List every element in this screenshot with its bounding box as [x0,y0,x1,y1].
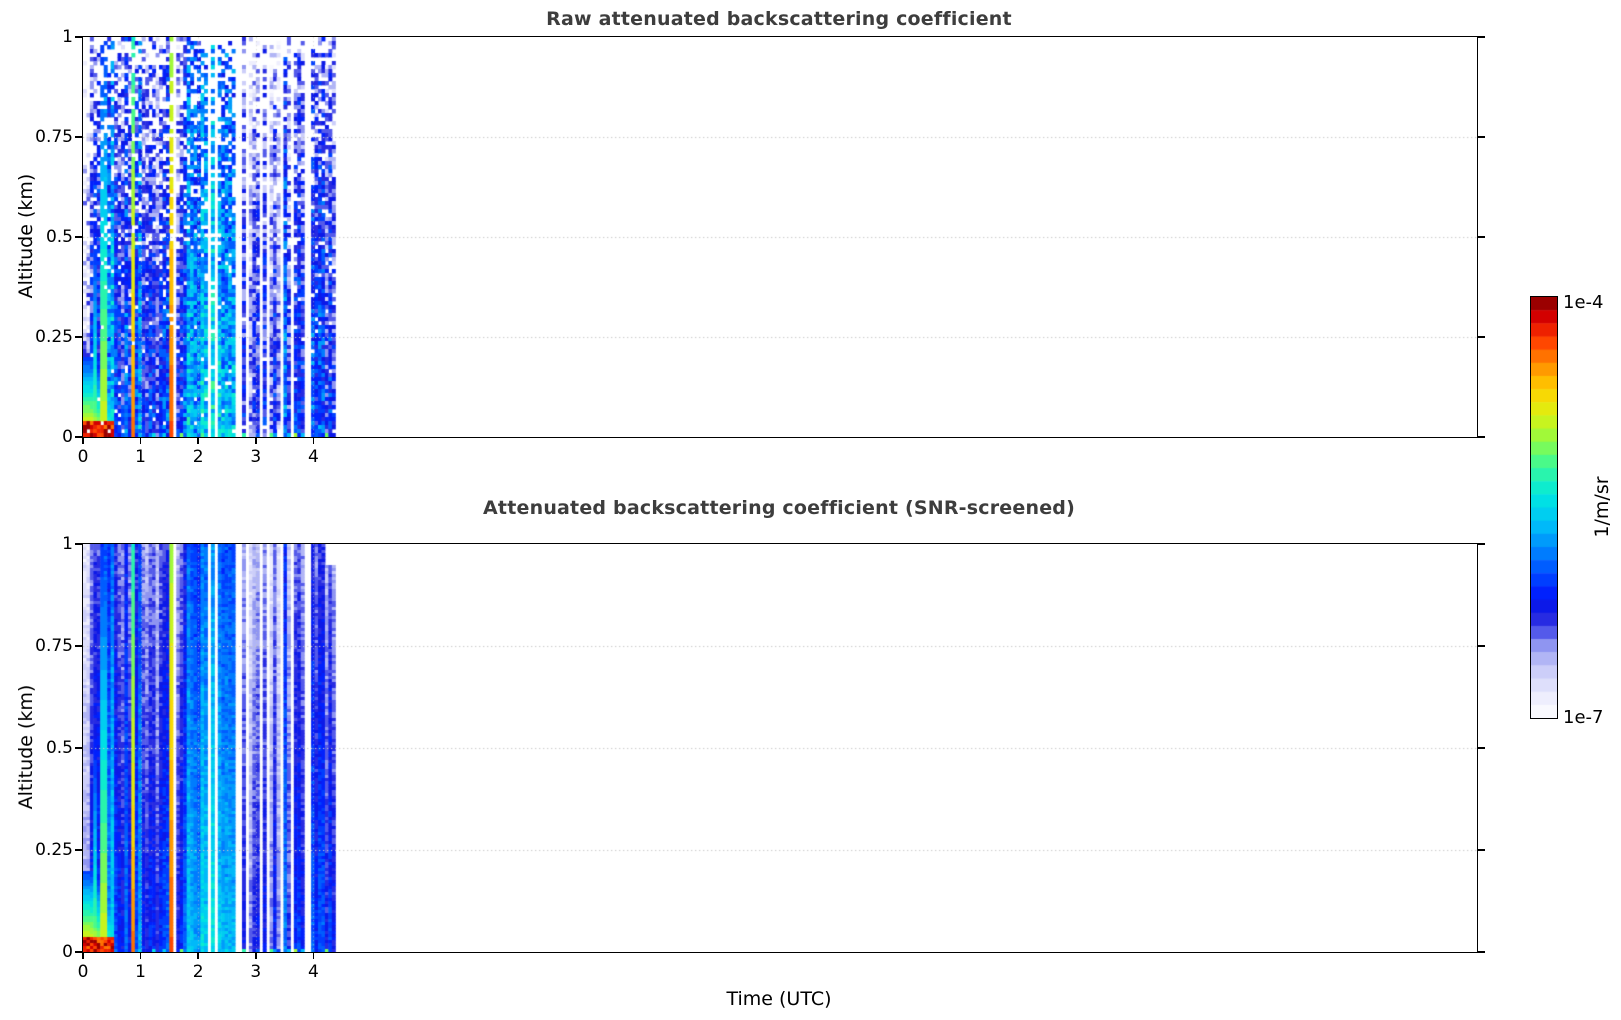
screened-panel-plot-area: 0 1 2 3 4 0 0.25 0.5 0.75 1 [35,534,1485,982]
x-tick-label: 1 [135,447,146,467]
y-tick-mark-left [75,336,83,338]
y-tick-label: 0.25 [35,327,73,347]
x-tick-label: 3 [250,447,262,467]
y-tick-mark-left [75,543,83,545]
x-tick-mark [255,952,257,959]
y-tick-label: 1 [62,27,73,47]
x-tick-mark [139,437,142,444]
x-tick-label: 4 [307,962,319,982]
x-tick-label: 4 [307,447,319,467]
y-tick-mark-right [1477,849,1485,851]
y-tick-mark-left [75,236,83,238]
raw-y-axis-label: Altitude (km) [15,173,37,299]
x-tick-mark [312,437,315,444]
x-tick-mark [197,437,199,444]
y-tick-mark-right [1477,136,1485,138]
x-tick-label: 2 [192,447,204,467]
screened-heatmap-canvas [83,544,1477,952]
x-axis-label: Time (UTC) [726,988,832,1010]
x-tick-label: 3 [250,962,262,982]
colorbar-gradient-canvas [1531,297,1557,718]
raw-panel-plot-area: 0 1 2 3 4 0 0.25 0.5 0.75 1 [35,27,1485,467]
y-tick-mark-right [1477,236,1485,238]
x-tick-label: 2 [192,962,204,982]
y-tick-mark-right [1477,436,1485,438]
screened-panel-title: Attenuated backscattering coefficient (S… [483,497,1075,519]
y-tick-mark-left [75,136,83,138]
y-tick-label: 0.25 [35,840,73,860]
y-tick-label: 0.75 [35,127,73,147]
y-tick-mark-right [1477,36,1485,38]
x-tick-mark [139,952,142,959]
y-tick-label: 0 [62,942,73,962]
x-tick-mark [255,437,257,444]
y-tick-label: 0.5 [45,227,73,247]
y-tick-label: 1 [62,534,73,554]
y-tick-mark-left [75,436,83,438]
x-tick-mark [82,437,84,444]
y-tick-mark-left [75,36,83,38]
y-tick-mark-left [75,645,83,647]
y-tick-label: 0.75 [35,636,73,656]
screened-y-axis-label: Altitude (km) [15,684,37,810]
y-tick-mark-right [1477,336,1485,338]
y-tick-mark-left [75,747,83,749]
y-tick-label: 0 [62,427,73,447]
x-tick-label: 0 [77,962,89,982]
colorbar-min-label: 1e-7 [1563,707,1604,728]
raw-heatmap-canvas [83,37,1477,437]
y-tick-mark-left [75,951,83,953]
y-tick-label: 0.5 [45,738,73,758]
colorbar-unit-label: 1/m/sr [1591,476,1613,538]
y-tick-mark-left [75,849,83,851]
x-tick-mark [312,952,315,959]
x-tick-label: 0 [77,447,89,467]
raw-panel-title: Raw attenuated backscattering coefficien… [546,8,1012,30]
x-tick-mark [197,952,199,959]
colorbar [1530,296,1558,719]
y-tick-mark-right [1477,645,1485,647]
y-tick-mark-right [1477,543,1485,545]
y-tick-mark-right [1477,951,1485,953]
x-tick-mark [82,952,84,959]
x-tick-label: 1 [135,962,146,982]
y-tick-mark-right [1477,747,1485,749]
colorbar-max-label: 1e-4 [1563,292,1604,313]
